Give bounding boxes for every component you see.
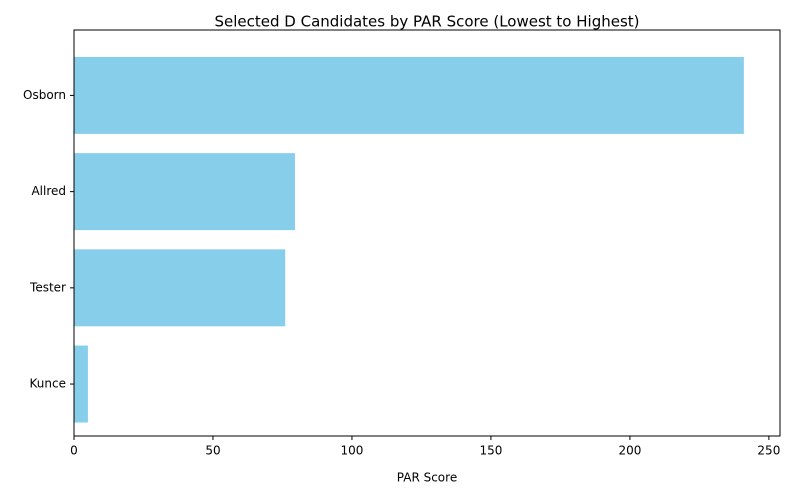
x-tick-label: 150 <box>479 444 502 458</box>
chart-title: Selected D Candidates by PAR Score (Lowe… <box>214 13 639 31</box>
plot-frame <box>73 29 781 437</box>
y-tick-label: Kunce <box>30 377 66 391</box>
x-tick-label: 0 <box>70 444 78 458</box>
x-axis-label: PAR Score <box>397 471 457 485</box>
x-tick-label: 50 <box>205 444 220 458</box>
y-tick-label: Osborn <box>23 88 66 102</box>
y-tick-label: Tester <box>29 280 66 294</box>
bar <box>74 345 88 423</box>
bar <box>74 56 744 134</box>
bar <box>74 249 286 327</box>
x-tick-label: 200 <box>618 444 641 458</box>
bar <box>74 153 295 231</box>
x-tick-label: 250 <box>757 444 780 458</box>
x-tick-label: 100 <box>340 444 363 458</box>
y-tick-label: Allred <box>31 184 66 198</box>
